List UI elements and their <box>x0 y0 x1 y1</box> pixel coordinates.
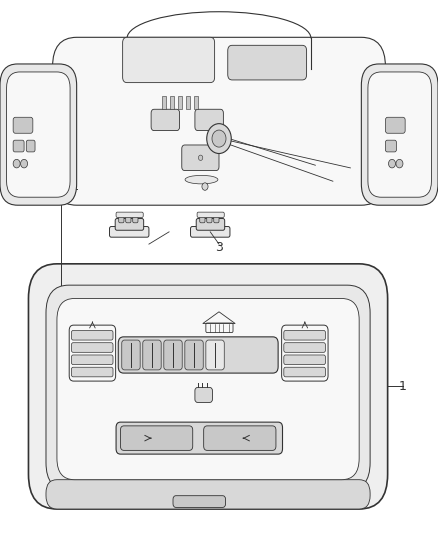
FancyBboxPatch shape <box>13 140 24 152</box>
Text: 3: 3 <box>215 241 223 254</box>
FancyBboxPatch shape <box>46 480 370 509</box>
FancyBboxPatch shape <box>57 298 359 480</box>
FancyBboxPatch shape <box>185 340 203 370</box>
FancyBboxPatch shape <box>123 37 215 83</box>
FancyBboxPatch shape <box>284 330 325 340</box>
Text: 2: 2 <box>49 337 57 350</box>
FancyBboxPatch shape <box>7 72 70 197</box>
FancyBboxPatch shape <box>116 422 283 454</box>
FancyBboxPatch shape <box>204 426 276 450</box>
Circle shape <box>198 155 203 160</box>
FancyBboxPatch shape <box>71 343 113 352</box>
Circle shape <box>21 159 28 168</box>
FancyBboxPatch shape <box>173 496 226 507</box>
FancyBboxPatch shape <box>151 109 180 131</box>
FancyBboxPatch shape <box>119 214 124 223</box>
Bar <box>178 96 182 109</box>
FancyBboxPatch shape <box>143 340 161 370</box>
FancyBboxPatch shape <box>13 117 33 133</box>
FancyBboxPatch shape <box>46 285 370 490</box>
Bar <box>194 96 198 109</box>
FancyBboxPatch shape <box>120 426 193 450</box>
Bar <box>170 96 174 109</box>
FancyBboxPatch shape <box>196 219 225 230</box>
FancyBboxPatch shape <box>164 340 182 370</box>
FancyBboxPatch shape <box>71 367 113 377</box>
Circle shape <box>202 183 208 190</box>
FancyBboxPatch shape <box>361 64 438 205</box>
FancyBboxPatch shape <box>284 367 325 377</box>
FancyBboxPatch shape <box>206 340 224 370</box>
FancyBboxPatch shape <box>191 227 230 237</box>
FancyBboxPatch shape <box>118 337 278 373</box>
FancyBboxPatch shape <box>71 355 113 365</box>
FancyBboxPatch shape <box>195 387 212 402</box>
Circle shape <box>396 159 403 168</box>
FancyBboxPatch shape <box>385 117 405 133</box>
FancyBboxPatch shape <box>126 214 131 223</box>
FancyBboxPatch shape <box>284 355 325 365</box>
FancyBboxPatch shape <box>71 330 113 340</box>
Text: 1: 1 <box>399 380 406 393</box>
Circle shape <box>13 159 20 168</box>
FancyBboxPatch shape <box>115 219 144 230</box>
FancyBboxPatch shape <box>28 264 388 509</box>
FancyBboxPatch shape <box>385 140 396 152</box>
FancyBboxPatch shape <box>182 145 219 171</box>
FancyBboxPatch shape <box>195 109 223 131</box>
FancyBboxPatch shape <box>122 340 140 370</box>
FancyBboxPatch shape <box>0 64 77 205</box>
Circle shape <box>212 130 226 147</box>
FancyBboxPatch shape <box>214 214 219 223</box>
FancyBboxPatch shape <box>26 140 35 152</box>
Circle shape <box>389 159 396 168</box>
FancyBboxPatch shape <box>228 45 307 80</box>
Bar <box>186 96 190 109</box>
FancyBboxPatch shape <box>284 343 325 352</box>
Circle shape <box>207 124 231 154</box>
FancyBboxPatch shape <box>207 214 212 223</box>
Bar <box>162 96 166 109</box>
FancyBboxPatch shape <box>200 214 205 223</box>
FancyBboxPatch shape <box>116 212 143 217</box>
FancyBboxPatch shape <box>197 212 224 217</box>
FancyBboxPatch shape <box>368 72 431 197</box>
FancyBboxPatch shape <box>133 214 138 223</box>
FancyBboxPatch shape <box>110 227 149 237</box>
Ellipse shape <box>185 175 218 184</box>
FancyBboxPatch shape <box>53 37 385 205</box>
